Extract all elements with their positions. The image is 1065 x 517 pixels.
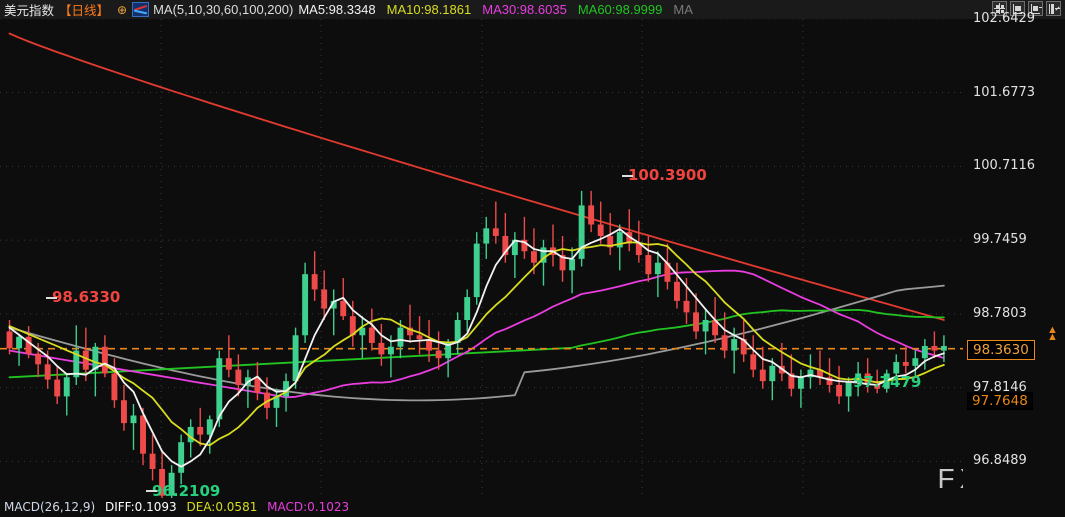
chart-header: 美元指数 【日线】 ⊕ MA(5,10,30,60,100,200) MA5:9… [0,0,1065,19]
align-left-icon[interactable] [1010,1,1025,16]
exit-icon[interactable] [1046,1,1061,16]
ma-tail-label: MA [673,2,693,17]
macd-dea: DEA:0.0581 [186,500,258,514]
marker-tick-icon [146,490,157,492]
period-label[interactable]: 【日线】 [59,3,110,18]
axis-tick-label: 96.8489 [973,453,1027,469]
axis-tick-label: 101.6773 [973,84,1036,100]
axis-tick-label: 100.7116 [973,158,1036,174]
previous-close-badge[interactable]: 97.7648 [967,391,1033,410]
price-annotation: 100.3900 [628,166,707,184]
ma30-value: MA30:98.6035 [482,2,567,17]
price-annotation: 96.2109 [152,482,221,500]
mini-chart-icon[interactable] [132,2,150,17]
candlestick-plot-area[interactable] [0,19,963,498]
ma5-value: MA5:98.3348 [298,2,376,17]
symbol-name[interactable]: 美元指数 [4,3,55,18]
macd-indicator-bar: MACD(26,12,9) DIFF:0.1093 DEA:0.0581 MAC… [0,498,1065,517]
axis-tick-label: 97.8146 [973,379,1027,395]
marker-tick-icon [622,175,633,177]
arrow-up-icon: ▲ ▲ [1047,323,1058,343]
current-price-badge[interactable]: 98.3630 [967,339,1035,360]
ma10-value: MA10:98.1861 [386,2,472,17]
macd-diff: DIFF:0.1093 [104,500,177,514]
ma-definition-label: MA(5,10,30,60,100,200) [153,2,294,17]
price-axis[interactable]: 102.6429 101.6773 100.7116 99.7459 98.7803 97… [963,11,1065,498]
marker-tick-icon [46,297,57,299]
macd-name: MACD(26,12,9) [4,500,96,514]
align-right-icon[interactable] [1028,1,1043,16]
ma60-value: MA60:98.9999 [577,2,663,17]
macd-value: MACD:0.1023 [267,500,350,514]
crosshair-icon[interactable]: ⊕ [117,2,128,17]
chart-canvas [0,19,963,498]
chart-toolbar [992,1,1061,16]
axis-tick-label: 102.6429 [973,10,1036,26]
marker-tick-icon [846,381,857,383]
axis-tick-label: 98.7803 [973,305,1027,321]
crosshair-move-icon[interactable] [992,1,1007,16]
price-annotation: 98.6330 [52,288,121,306]
price-annotation: 97.7479 [853,373,922,391]
axis-tick-label: 99.7459 [973,232,1027,248]
